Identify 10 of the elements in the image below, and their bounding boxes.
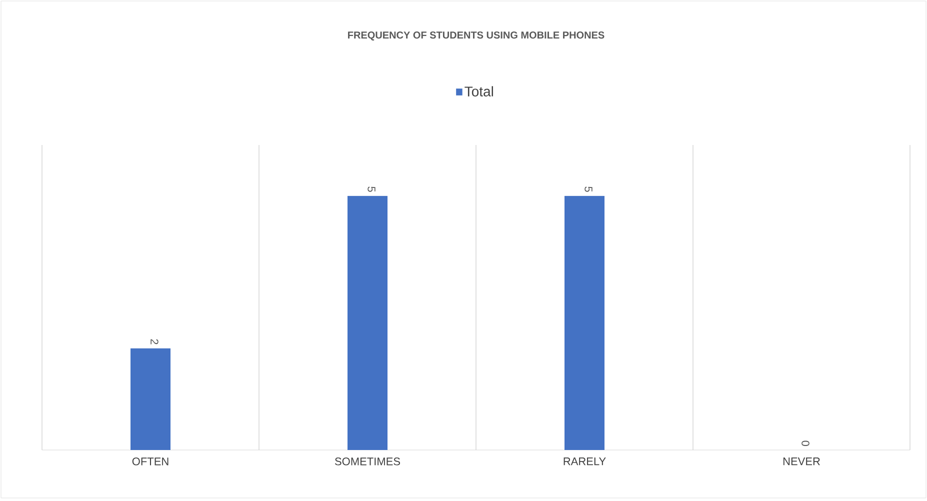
x-tick-label: NEVER [783, 458, 820, 466]
x-tick-label: OFTEN [132, 458, 168, 466]
x-tick-label: SOMETIMES [335, 458, 400, 466]
legend-label: Total [464, 86, 493, 96]
x-tick-label: RARELY [564, 458, 606, 466]
data-label: 5 [584, 186, 592, 192]
data-label: 5 [368, 186, 376, 192]
chart-title: FREQUENCY OF STUDENTS USING MOBILE PHONES [348, 32, 604, 40]
data-label: 2 [150, 339, 158, 344]
data-label: 0 [802, 440, 810, 446]
